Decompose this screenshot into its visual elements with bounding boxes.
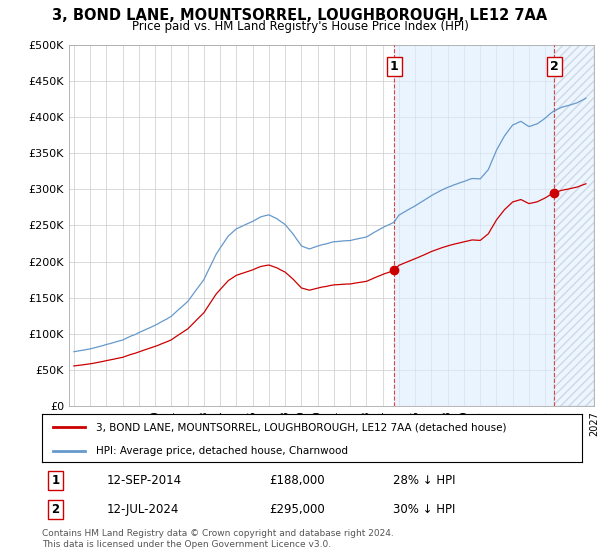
Text: HPI: Average price, detached house, Charnwood: HPI: Average price, detached house, Char… bbox=[96, 446, 348, 456]
Text: Contains HM Land Registry data © Crown copyright and database right 2024.
This d: Contains HM Land Registry data © Crown c… bbox=[42, 529, 394, 549]
Text: 30% ↓ HPI: 30% ↓ HPI bbox=[393, 502, 455, 516]
Text: 2: 2 bbox=[550, 60, 559, 73]
Text: 1: 1 bbox=[52, 474, 59, 487]
Text: 2: 2 bbox=[52, 502, 59, 516]
Text: £188,000: £188,000 bbox=[269, 474, 325, 487]
Text: 12-JUL-2024: 12-JUL-2024 bbox=[107, 502, 179, 516]
Text: 12-SEP-2014: 12-SEP-2014 bbox=[107, 474, 182, 487]
Text: Price paid vs. HM Land Registry's House Price Index (HPI): Price paid vs. HM Land Registry's House … bbox=[131, 20, 469, 33]
Text: 3, BOND LANE, MOUNTSORREL, LOUGHBOROUGH, LE12 7AA: 3, BOND LANE, MOUNTSORREL, LOUGHBOROUGH,… bbox=[52, 8, 548, 24]
Bar bbox=[394, 45, 554, 406]
Text: 3, BOND LANE, MOUNTSORREL, LOUGHBOROUGH, LE12 7AA (detached house): 3, BOND LANE, MOUNTSORREL, LOUGHBOROUGH,… bbox=[96, 422, 506, 432]
Text: 1: 1 bbox=[390, 60, 398, 73]
Text: 28% ↓ HPI: 28% ↓ HPI bbox=[393, 474, 455, 487]
Text: £295,000: £295,000 bbox=[269, 502, 325, 516]
